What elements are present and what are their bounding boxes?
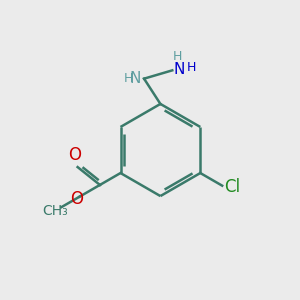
Text: H: H [173, 50, 182, 64]
Text: H: H [187, 61, 196, 74]
Text: H: H [124, 72, 133, 85]
Text: Cl: Cl [224, 178, 240, 196]
Text: O: O [68, 146, 81, 164]
Text: N: N [130, 70, 141, 86]
Text: N: N [174, 62, 185, 77]
Text: O: O [70, 190, 83, 208]
Text: CH₃: CH₃ [42, 204, 68, 218]
